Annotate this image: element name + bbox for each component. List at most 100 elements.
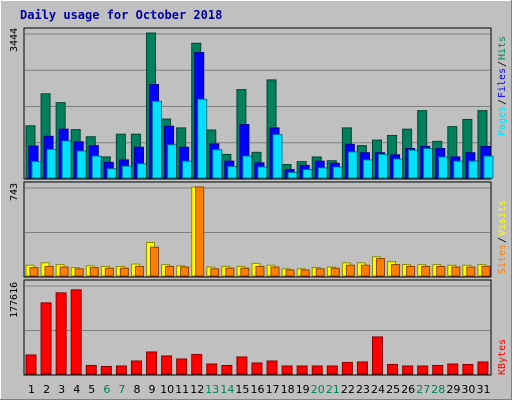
bar-pages-day-29: [453, 160, 464, 179]
bar-pages-day-21: [332, 166, 343, 179]
bar-sites-day-15: [240, 267, 250, 277]
bar-pages-day-28: [438, 156, 449, 179]
bar-sites-day-22: [345, 264, 355, 277]
bar-pages-day-24: [377, 153, 388, 179]
bar-sites-day-21: [330, 267, 340, 277]
x-tick-label-day-28: 28: [431, 383, 445, 396]
ymax-label-kbytes: 177616: [9, 282, 20, 318]
bar-pages-day-30: [468, 160, 479, 179]
bar-sites-day-17: [270, 266, 280, 277]
bar-sites-day-18: [285, 269, 295, 277]
bar-pages-day-18: [287, 172, 298, 179]
plot-area-visits: [23, 181, 492, 278]
x-tick-label-day-9: 9: [149, 383, 156, 396]
x-tick-label-day-12: 12: [190, 383, 204, 396]
x-tick-label-day-15: 15: [235, 383, 249, 396]
bar-kbytes-day-15: [236, 356, 248, 375]
bars-hits-files-pages: [25, 32, 494, 179]
x-tick-label-day-8: 8: [133, 383, 140, 396]
bar-pages-day-31: [483, 155, 494, 179]
x-tick-label-day-29: 29: [446, 383, 460, 396]
gridlines-hits: [25, 33, 490, 144]
bar-kbytes-day-2: [40, 302, 52, 375]
bar-sites-day-16: [255, 265, 265, 277]
chart-title: Daily usage for October 2018: [20, 8, 222, 22]
x-tick-label-day-19: 19: [296, 383, 310, 396]
x-tick-label-day-26: 26: [401, 383, 415, 396]
bar-pages-day-4: [76, 150, 87, 179]
bar-sites-day-13: [210, 268, 220, 277]
bar-pages-day-25: [393, 158, 404, 179]
bar-sites-day-4: [74, 268, 84, 277]
bar-pages-day-12: [197, 98, 208, 179]
bar-kbytes-day-24: [371, 336, 383, 375]
x-axis-day-labels: 1 2 3 4 5 6 7 8 9 10 11 12 13 14 15 16 17 18 19 20 21 22 23 24 2…: [28, 383, 490, 396]
bar-sites-day-8: [134, 265, 144, 277]
bar-sites-day-9: [150, 246, 160, 277]
x-tick-label-day-13: 13: [205, 383, 219, 396]
legend-hits-files-pages: Pages / Files / Hits: [497, 36, 508, 136]
bar-sites-day-10: [165, 265, 175, 277]
bar-pages-day-19: [302, 169, 313, 179]
bar-sites-day-19: [300, 269, 310, 277]
x-tick-label-day-30: 30: [461, 383, 475, 396]
bar-pages-day-9: [152, 100, 163, 179]
x-tick-label-day-11: 11: [175, 383, 189, 396]
legend-visits: Visits: [497, 200, 508, 236]
bar-kbytes-day-14: [221, 364, 233, 375]
bar-pages-day-16: [257, 166, 268, 179]
panel-hits-files-pages: 3444 Pages / Files / Hits: [9, 27, 508, 180]
bar-pages-day-11: [182, 160, 193, 179]
bar-kbytes-day-29: [447, 363, 459, 375]
ymax-label-hits: 3444: [9, 28, 20, 52]
bar-sites-day-28: [436, 265, 446, 277]
x-tick-label-day-10: 10: [160, 383, 174, 396]
bar-sites-day-3: [59, 266, 69, 277]
ymax-label-visits: 743: [9, 183, 20, 201]
x-tick-label-day-23: 23: [356, 383, 370, 396]
x-tick-label-day-7: 7: [118, 383, 125, 396]
bar-sites-day-30: [466, 266, 476, 277]
bar-kbytes-day-22: [341, 361, 353, 375]
bar-kbytes-day-13: [206, 363, 218, 375]
bar-sites-day-6: [104, 267, 114, 277]
bar-kbytes-day-7: [115, 365, 127, 375]
bar-kbytes-day-21: [326, 365, 338, 375]
bar-kbytes-day-16: [251, 362, 263, 375]
bar-pages-day-8: [136, 163, 147, 179]
bar-sites-day-26: [406, 265, 416, 277]
legend-sep-1: /: [497, 99, 508, 105]
bar-sites-day-5: [89, 267, 99, 277]
x-tick-label-day-6: 6: [103, 383, 110, 396]
x-tick-label-day-21: 21: [326, 383, 340, 396]
bar-pages-day-14: [227, 166, 238, 179]
x-tick-label-day-5: 5: [88, 383, 95, 396]
bar-sites-day-31: [481, 265, 491, 277]
bar-pages-day-27: [423, 148, 434, 179]
legend-kbytes-label: KBytes: [497, 339, 508, 375]
bar-kbytes-day-1: [25, 354, 37, 375]
bar-sites-day-29: [451, 266, 461, 277]
x-tick-label-day-20: 20: [311, 383, 325, 396]
legend-sites: Sites: [497, 244, 508, 274]
x-tick-label-day-4: 4: [73, 383, 80, 396]
bar-pages-day-10: [167, 144, 178, 179]
bar-pages-day-23: [362, 159, 373, 179]
bars-kbytes: [25, 289, 489, 375]
bar-sites-day-14: [225, 267, 235, 277]
bar-kbytes-day-8: [130, 360, 142, 375]
bar-kbytes-day-11: [176, 358, 188, 375]
x-tick-label-day-31: 31: [476, 383, 490, 396]
bar-pages-day-22: [347, 151, 358, 179]
bar-kbytes-day-30: [462, 363, 474, 375]
x-tick-label-day-18: 18: [281, 383, 295, 396]
legend-pages: Pages: [497, 106, 508, 136]
bar-pages-day-20: [317, 167, 328, 179]
bar-pages-day-13: [212, 149, 223, 179]
bar-kbytes-day-10: [161, 355, 173, 375]
x-tick-label-day-25: 25: [386, 383, 400, 396]
x-tick-label-day-27: 27: [416, 383, 430, 396]
x-tick-label-day-14: 14: [220, 383, 234, 396]
bar-pages-day-17: [272, 134, 283, 179]
